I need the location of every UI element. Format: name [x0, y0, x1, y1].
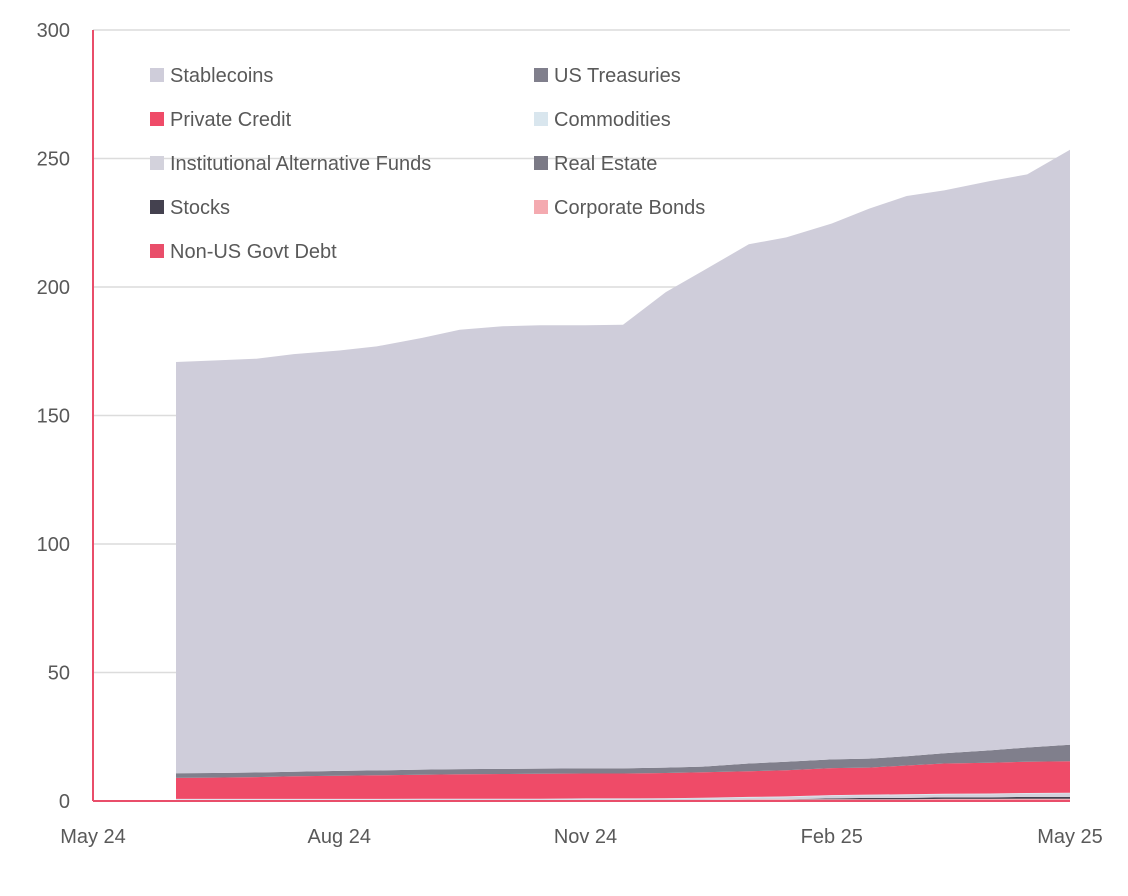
area-series-stablecoins: [176, 149, 1070, 774]
legend-item-corporate-bonds: Corporate Bonds: [534, 197, 705, 219]
legend-item-us-treasuries: US Treasuries: [534, 65, 681, 87]
legend-swatch: [150, 244, 164, 258]
x-tick-label: Aug 24: [308, 826, 371, 848]
legend-item-commodities: Commodities: [534, 109, 671, 131]
legend-label: Real Estate: [554, 153, 657, 175]
legend-swatch: [534, 200, 548, 214]
area-series-corporate-bonds: [176, 798, 1070, 801]
legend-swatch: [150, 200, 164, 214]
legend-item-real-estate: Real Estate: [534, 153, 657, 175]
x-tick-label: May 25: [1037, 826, 1103, 848]
legend-swatch: [534, 68, 548, 82]
legend-label: Commodities: [554, 109, 671, 131]
legend-label: US Treasuries: [554, 65, 681, 87]
axes: [92, 30, 1070, 802]
legend-item-stablecoins: Stablecoins: [150, 65, 273, 87]
legend-item-stocks: Stocks: [150, 197, 230, 219]
legend: Stablecoins Private Credit Institutional A…: [150, 65, 705, 263]
legend-swatch: [534, 112, 548, 126]
area-series-stocks: [176, 796, 1070, 801]
legend-label: Stocks: [170, 197, 230, 219]
legend-label: Private Credit: [170, 109, 292, 131]
x-tick-label: Nov 24: [554, 826, 617, 848]
y-tick-label: 50: [48, 663, 70, 685]
area-series-us-treasuries: [176, 744, 1070, 778]
x-tick-label: Feb 25: [801, 826, 863, 848]
y-tick-label: 150: [37, 406, 70, 428]
legend-label: Non-US Govt Debt: [170, 241, 337, 263]
stacked-areas: [176, 149, 1070, 801]
area-series-institutional-alternative-funds: [176, 793, 1070, 801]
y-tick-labels: 0 50 100 150 200 250 300: [37, 20, 70, 813]
area-series-private-credit: [176, 761, 1070, 799]
legend-item-private-credit: Private Credit: [150, 109, 292, 131]
y-tick-label: 100: [37, 534, 70, 556]
legend-swatch: [534, 156, 548, 170]
legend-swatch: [150, 156, 164, 170]
legend-swatch: [150, 68, 164, 82]
y-tick-label: 250: [37, 149, 70, 171]
area-series-commodities: [176, 792, 1070, 800]
y-tick-label: 300: [37, 20, 70, 42]
legend-label: Institutional Alternative Funds: [170, 153, 431, 175]
y-tick-label: 200: [37, 277, 70, 299]
x-tick-labels: May 24 Aug 24 Nov 24 Feb 25 May 25: [60, 826, 1103, 848]
legend-label: Corporate Bonds: [554, 197, 705, 219]
legend-item-non-us-govt-debt: Non-US Govt Debt: [150, 241, 337, 263]
x-tick-label: May 24: [60, 826, 126, 848]
y-tick-label: 0: [59, 791, 70, 813]
legend-swatch: [150, 112, 164, 126]
legend-item-institutional-alternative-funds: Institutional Alternative Funds: [150, 153, 431, 175]
legend-label: Stablecoins: [170, 65, 273, 87]
